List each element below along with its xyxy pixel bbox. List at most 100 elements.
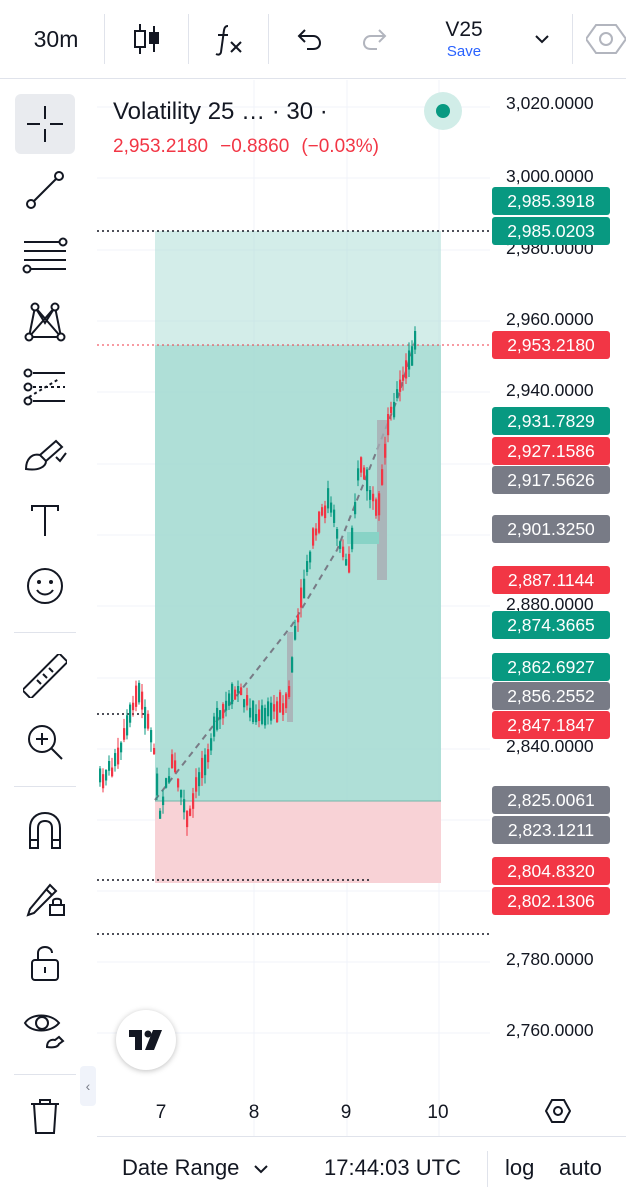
price-tick-label: 2,840.0000 [506, 736, 594, 756]
last-price-tag: 2,953.2180 [492, 331, 610, 359]
time-axis[interactable]: 7 8 9 10 [97, 1088, 626, 1136]
indicators-button[interactable] [200, 0, 258, 78]
candle-body [366, 469, 369, 492]
price-tag: 2,927.1586 [492, 437, 610, 465]
candle-body [165, 778, 168, 788]
candle-body [138, 682, 141, 703]
price-tag: 2,847.1847 [492, 711, 610, 739]
toolbar-divider [104, 14, 105, 64]
collapse-toolbar-button[interactable]: ‹ [80, 1066, 96, 1106]
price-tag: 2,825.0061 [492, 786, 610, 814]
candle-body [153, 747, 156, 755]
chart-settings-button[interactable] [544, 1098, 572, 1129]
filled-target-zone [155, 345, 441, 801]
candle-body [192, 793, 195, 809]
candle-body [141, 691, 144, 710]
interval-button[interactable]: 30m [22, 0, 90, 78]
candle-body [333, 509, 336, 523]
candle-body [306, 561, 309, 572]
trendline-tool[interactable] [15, 160, 75, 220]
price-tick-label: 3,000.0000 [506, 166, 594, 186]
clock-timezone-button[interactable]: 17:44:03 UTC [324, 1155, 461, 1180]
candle-body [246, 695, 249, 706]
candle-body [378, 493, 381, 516]
pattern-tool[interactable] [15, 292, 75, 352]
layout-save-button[interactable]: V25 Save [424, 0, 504, 78]
redo-button[interactable] [348, 0, 402, 78]
candle-body [105, 769, 108, 781]
price-tag: 2,887.1144 [492, 566, 610, 594]
tradingview-logo[interactable] [116, 1010, 176, 1070]
candle-body [357, 468, 360, 481]
price-tag: 2,985.0203 [492, 217, 610, 245]
eye-icon [23, 1014, 65, 1049]
candle-body [186, 810, 189, 828]
auto-scale-toggle[interactable]: auto [559, 1155, 602, 1180]
emoji-tool[interactable] [15, 556, 75, 616]
marker-block [347, 532, 379, 544]
candle-body [384, 443, 387, 458]
candle-body [189, 808, 192, 816]
change-value: −0.8860 [220, 136, 290, 157]
bottom-divider [487, 1151, 488, 1187]
candle-body [372, 493, 375, 502]
candle-body [411, 346, 414, 366]
ruler-icon [23, 654, 67, 698]
projection-path [154, 341, 416, 801]
undo-button[interactable] [282, 0, 336, 78]
candle-body [147, 713, 150, 729]
candle-body [198, 772, 201, 787]
chart-canvas[interactable] [97, 80, 490, 1136]
candle-body [243, 699, 246, 708]
price-tag: 2,874.3665 [492, 611, 610, 639]
lock-drawings-tool[interactable] [15, 866, 75, 926]
layout-symbol: V25 [445, 18, 483, 41]
remove-drawings-tool[interactable] [15, 1086, 75, 1146]
log-scale-toggle[interactable]: log [505, 1155, 535, 1180]
candle-body [279, 692, 282, 713]
visibility-tool[interactable] [15, 998, 75, 1058]
settings-button[interactable] [586, 0, 626, 78]
candle-body [219, 710, 222, 720]
unlock-icon [31, 946, 59, 981]
ruler-tool[interactable] [15, 646, 75, 706]
market-status-indicator[interactable] [424, 92, 462, 130]
sidebar-divider [14, 632, 76, 633]
status-dot [436, 104, 450, 118]
trash-icon [31, 1099, 59, 1134]
candle-body [174, 760, 177, 773]
top-toolbar: 30m V25 Save [0, 0, 626, 79]
candle-body [120, 742, 123, 753]
candle-body [285, 693, 288, 709]
candle-body [156, 773, 159, 796]
price-axis[interactable]: 3,020.0000 3,000.0000 2,980.0000 2,960.0… [490, 80, 626, 1136]
candle-body [399, 379, 402, 392]
price-tag: 2,804.8320 [492, 857, 610, 885]
brush-tool[interactable] [15, 424, 75, 484]
symbol-title[interactable]: Volatility 25 … · 30 · [113, 98, 328, 125]
price-tag: 2,856.2552 [492, 682, 610, 710]
function-icon [215, 25, 242, 56]
candle-body [300, 587, 303, 608]
layout-menu-button[interactable] [522, 0, 562, 78]
chart-pane[interactable] [97, 80, 490, 1136]
candle-body [348, 553, 351, 573]
chart-type-button[interactable] [118, 0, 176, 78]
hexagon-icon [586, 24, 626, 54]
candle-body [312, 528, 315, 546]
last-price: 2,953.2180 [113, 136, 209, 157]
price-tag: 2,862.6927 [492, 653, 610, 681]
emoji-icon [27, 568, 63, 604]
date-range-button[interactable]: Date Range [122, 1155, 268, 1181]
zoom-tool[interactable] [15, 712, 75, 772]
candle-body [249, 707, 252, 718]
magnet-tool[interactable] [15, 800, 75, 860]
fib-tool[interactable] [15, 226, 75, 286]
unlock-tool[interactable] [15, 932, 75, 992]
price-tag: 2,901.3250 [492, 515, 610, 543]
drawing-toolbar [0, 80, 92, 1200]
forecast-tool[interactable] [15, 358, 75, 418]
crosshair-tool[interactable] [15, 94, 75, 154]
candle-body [291, 657, 294, 673]
text-tool[interactable] [15, 490, 75, 550]
